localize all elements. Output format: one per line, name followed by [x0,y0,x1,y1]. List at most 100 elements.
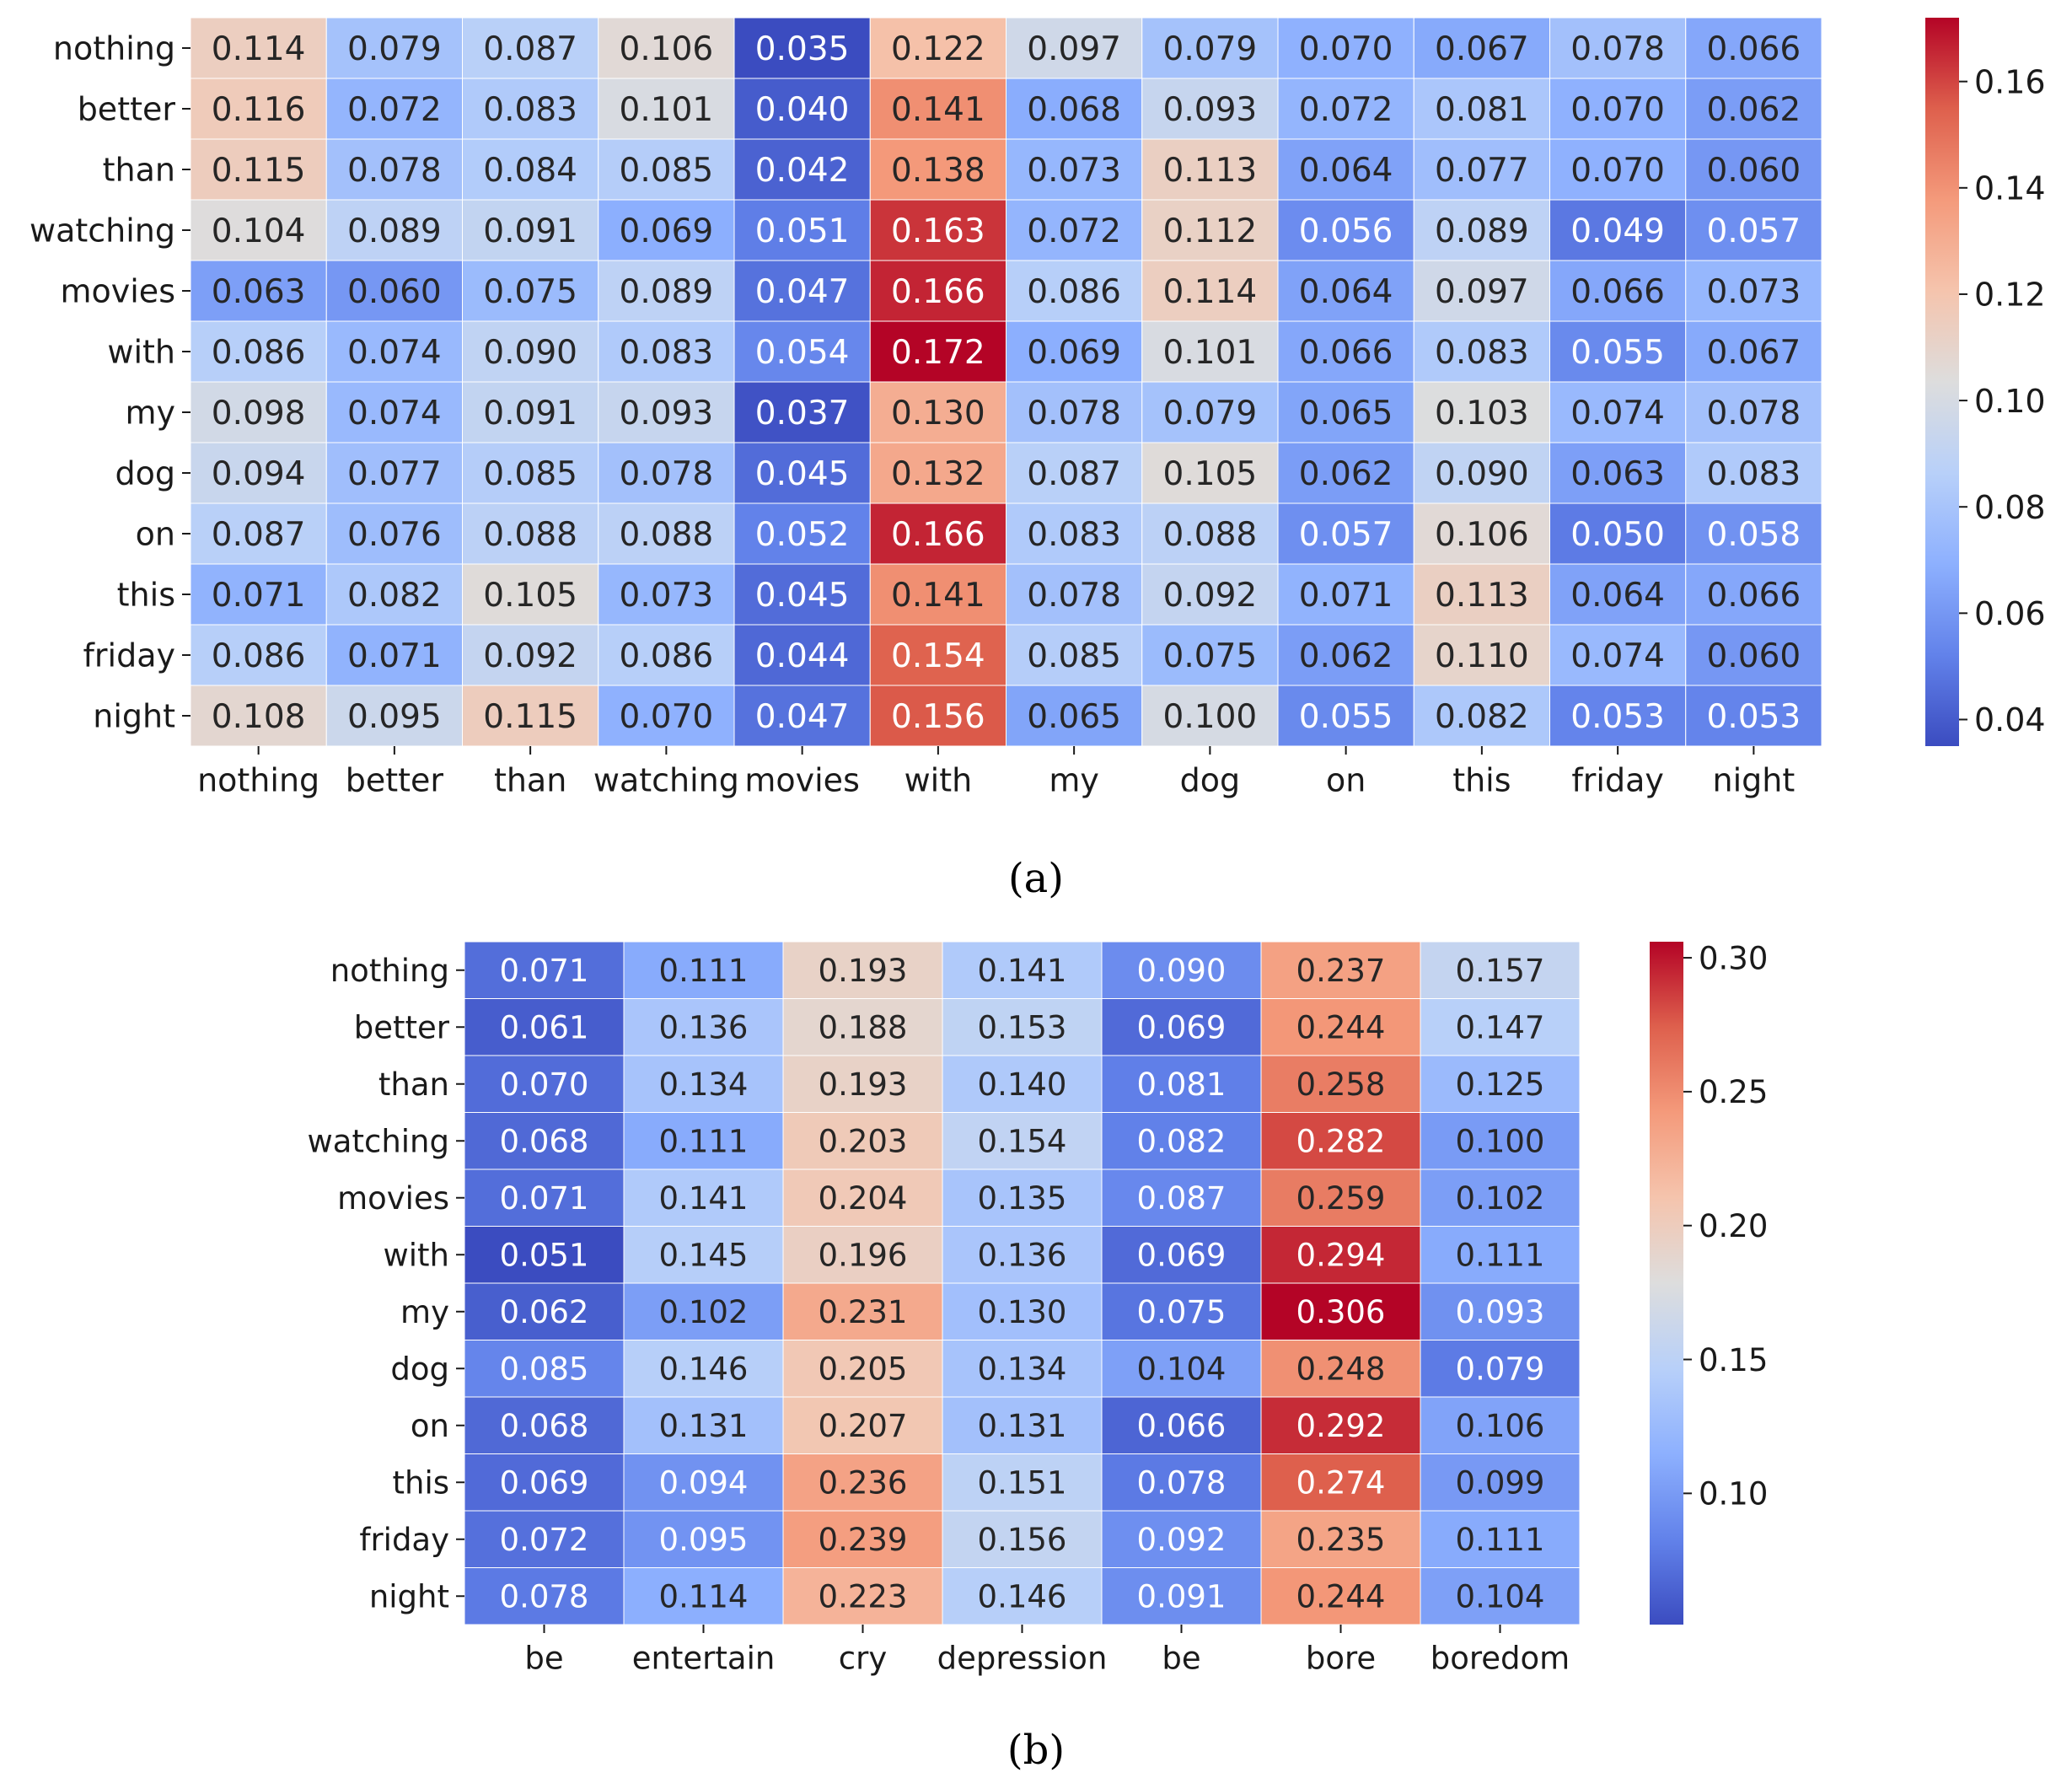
heatmap-cell [190,320,327,383]
cell-value-label: 0.035 [755,30,850,68]
cell-value-label: 0.106 [1456,1408,1545,1444]
cell-value-label: 0.086 [1027,273,1121,311]
cell-value-label: 0.084 [483,152,577,190]
cell-value-label: 0.104 [1456,1579,1545,1615]
heatmap-cell [782,1055,943,1113]
cell-value-label: 0.166 [891,516,985,554]
cell-value-label: 0.236 [819,1465,908,1502]
cell-value-label: 0.094 [212,455,306,493]
heatmap-cell [1413,381,1550,443]
cell-value-label: 0.141 [978,953,1067,989]
heatmap-cell [325,624,463,686]
cell-value-label: 0.101 [1163,334,1258,372]
cell-value-label: 0.244 [1296,1010,1386,1046]
heatmap-cell [190,260,327,322]
col-tick-label: my [1049,762,1099,799]
col-tick-label: boredom [1431,1641,1570,1677]
heatmap-panel-b: 0.071 0.111 0.193 0.141 0.090 0.237 0.157 0.061… [308,940,1769,1774]
heatmap-cell [325,260,463,322]
cell-value-label: 0.114 [659,1579,749,1615]
row-tick-label: this [392,1465,449,1502]
heatmap-cell [733,563,871,626]
cell-value-label: 0.193 [819,953,908,989]
cell-value-label: 0.106 [1435,516,1529,554]
cell-value-label: 0.077 [1435,152,1529,190]
heatmap-cell [1420,1453,1581,1512]
cell-value-label: 0.078 [620,455,714,493]
row-tick-label: night [93,698,175,735]
heatmap-cell [325,502,463,565]
heatmap-cell [464,1112,625,1170]
cell-value-label: 0.136 [659,1010,749,1046]
heatmap-cell [1260,1567,1421,1625]
heatmap-cell [1685,502,1822,565]
heatmap-cell [1006,685,1143,747]
cell-value-label: 0.131 [659,1408,749,1444]
heatmap-cell [325,442,463,504]
heatmap-cell [1549,78,1687,140]
heatmap-cell [623,1567,784,1625]
colorbar-tick-label: 0.14 [1974,169,2046,207]
cell-value-label: 0.095 [659,1522,749,1558]
heatmap-cell [464,1055,625,1113]
cell-value-label: 0.074 [1570,395,1665,432]
cell-value-label: 0.094 [659,1465,749,1502]
heatmap-cell [1413,199,1550,261]
cell-value-label: 0.078 [1570,30,1665,68]
cell-value-label: 0.071 [347,637,442,675]
cell-value-label: 0.072 [500,1522,589,1558]
cell-value-label: 0.087 [212,516,306,554]
heatmap-cell [190,502,327,565]
heatmap-cell [190,442,327,504]
row-tick-label: dog [115,455,176,492]
heatmap-cell [464,1396,625,1454]
cell-value-label: 0.085 [1027,637,1121,675]
cell-value-label: 0.055 [1570,334,1665,372]
cell-value-label: 0.042 [755,152,850,190]
cell-value-label: 0.114 [1163,273,1258,311]
cell-value-label: 0.106 [620,30,714,68]
heatmap-cell [869,199,1006,261]
cell-value-label: 0.122 [891,30,985,68]
heatmap-cell [1006,502,1143,565]
cell-value-label: 0.066 [1299,334,1393,372]
cell-value-label: 0.073 [1027,152,1121,190]
cell-value-label: 0.154 [978,1124,1067,1160]
heatmap-cell [1260,941,1421,999]
heatmap-cell [1141,78,1279,140]
heatmap-cell [869,260,1006,322]
cell-value-label: 0.274 [1296,1465,1386,1502]
cell-value-label: 0.135 [978,1180,1067,1217]
col-tick-label: this [1452,762,1511,799]
heatmap-cell [869,17,1006,79]
heatmap-cell [1549,624,1687,686]
cell-value-label: 0.056 [1299,212,1393,250]
cell-value-label: 0.105 [1163,455,1258,493]
cell-value-label: 0.078 [1137,1465,1227,1502]
row-tick-label: better [78,91,176,128]
cell-value-label: 0.078 [1707,395,1801,432]
heatmap-cell [1277,78,1414,140]
heatmap-panel-a: 0.114 0.079 0.087 0.106 0.035 0.122 0.097 0.079… [30,17,2046,902]
heatmap-cell [598,199,735,261]
heatmap-cell [1420,941,1581,999]
col-tick-label: on [1326,762,1366,799]
cell-value-label: 0.066 [1137,1408,1227,1444]
cell-value-label: 0.092 [1163,577,1258,615]
heatmap-cell [1685,442,1822,504]
cell-value-label: 0.067 [1435,30,1529,68]
cell-value-label: 0.110 [1435,637,1529,675]
cell-value-label: 0.057 [1299,516,1393,554]
colorbar [1650,942,1683,1625]
heatmap-cell [1413,78,1550,140]
heatmap-cell [1413,685,1550,747]
heatmap-cell [1549,563,1687,626]
cell-value-label: 0.055 [1299,698,1393,736]
cell-value-label: 0.087 [1027,455,1121,493]
heatmap-cell [1549,442,1687,504]
heatmap-cell [869,685,1006,747]
heatmap-cell [1277,199,1414,261]
heatmap-cell [1006,199,1143,261]
heatmap-cell [598,17,735,79]
cell-value-label: 0.156 [978,1522,1067,1558]
